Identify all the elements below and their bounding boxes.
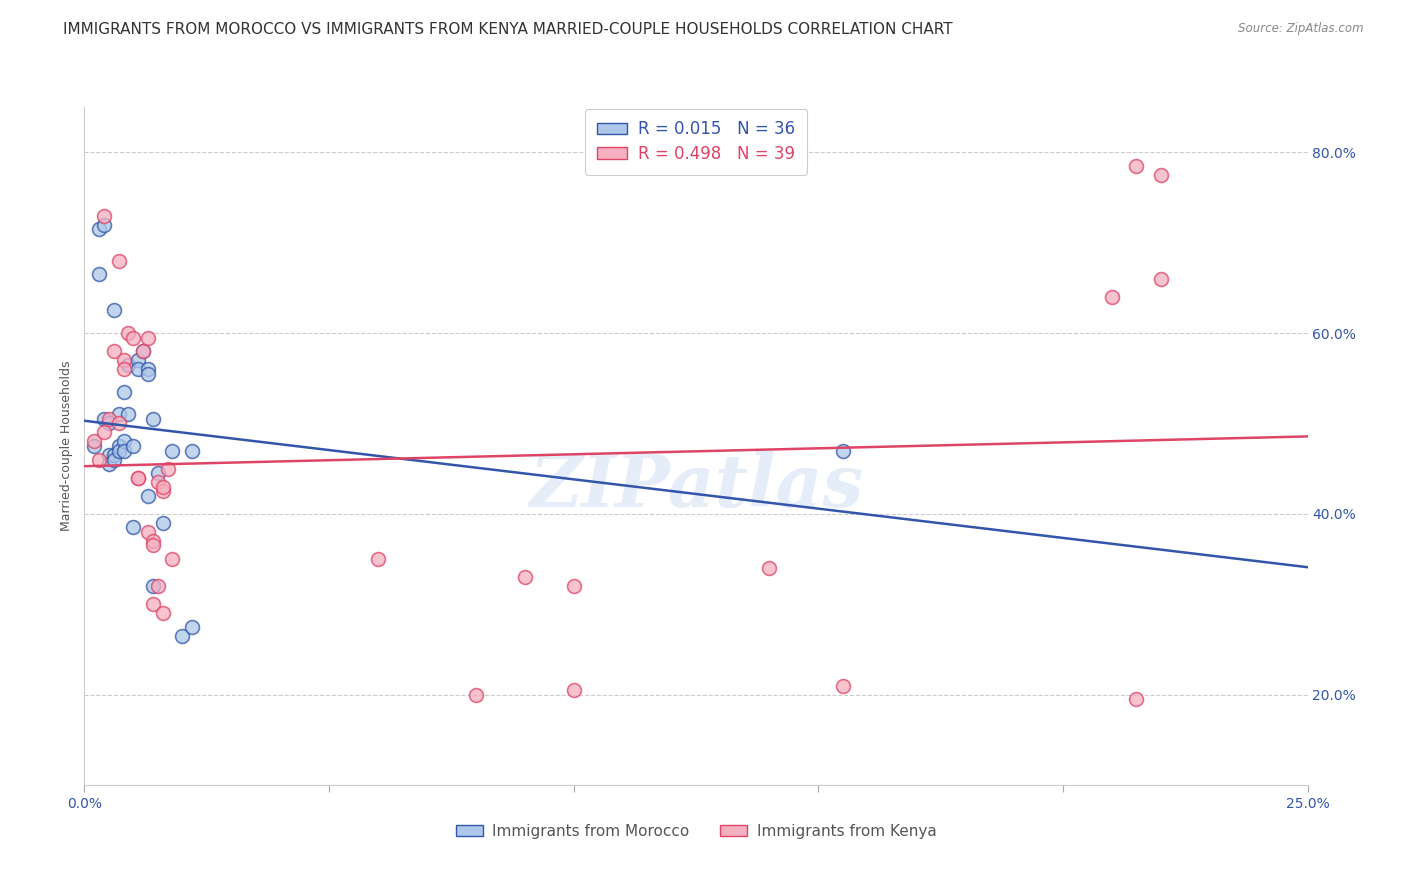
- Point: [93, 209, 115, 223]
- Point: [112, 384, 135, 399]
- Point: [103, 452, 125, 467]
- Point: [117, 326, 139, 340]
- Point: [513, 570, 536, 584]
- Point: [132, 344, 155, 359]
- Point: [152, 484, 174, 499]
- Point: [117, 358, 139, 372]
- Point: [127, 470, 149, 484]
- Point: [1150, 272, 1173, 286]
- Text: ZIPatlas: ZIPatlas: [529, 451, 863, 522]
- Point: [107, 253, 129, 268]
- Point: [103, 344, 125, 359]
- Point: [97, 417, 120, 431]
- Text: Source: ZipAtlas.com: Source: ZipAtlas.com: [1239, 22, 1364, 36]
- Point: [1125, 692, 1147, 706]
- Point: [181, 620, 204, 634]
- Point: [83, 439, 105, 453]
- Point: [142, 579, 165, 593]
- Point: [127, 353, 149, 368]
- Point: [136, 362, 159, 376]
- Point: [136, 489, 159, 503]
- Point: [107, 408, 129, 422]
- Point: [181, 443, 204, 458]
- Point: [136, 367, 159, 381]
- Point: [97, 457, 120, 471]
- Point: [152, 516, 174, 530]
- Point: [97, 448, 120, 462]
- Point: [562, 579, 585, 593]
- Point: [127, 470, 149, 484]
- Point: [87, 222, 110, 236]
- Point: [1125, 159, 1147, 173]
- Point: [107, 417, 129, 431]
- Point: [117, 408, 139, 422]
- Text: IMMIGRANTS FROM MOROCCO VS IMMIGRANTS FROM KENYA MARRIED-COUPLE HOUSEHOLDS CORRE: IMMIGRANTS FROM MOROCCO VS IMMIGRANTS FR…: [63, 22, 953, 37]
- Point: [146, 475, 169, 490]
- Point: [97, 412, 120, 426]
- Point: [142, 597, 165, 611]
- Point: [146, 579, 169, 593]
- Point: [93, 412, 115, 426]
- Legend: Immigrants from Morocco, Immigrants from Kenya: Immigrants from Morocco, Immigrants from…: [450, 818, 942, 845]
- Point: [758, 561, 780, 575]
- Point: [107, 443, 129, 458]
- Point: [367, 552, 389, 566]
- Point: [87, 267, 110, 281]
- Point: [142, 412, 165, 426]
- Point: [562, 683, 585, 698]
- Point: [122, 439, 145, 453]
- Point: [112, 353, 135, 368]
- Point: [112, 443, 135, 458]
- Point: [464, 688, 486, 702]
- Point: [162, 443, 184, 458]
- Point: [156, 461, 179, 475]
- Point: [142, 538, 165, 552]
- Point: [112, 434, 135, 449]
- Point: [103, 303, 125, 318]
- Point: [1101, 290, 1123, 304]
- Point: [152, 480, 174, 494]
- Point: [107, 439, 129, 453]
- Point: [103, 448, 125, 462]
- Point: [132, 344, 155, 359]
- Point: [83, 434, 105, 449]
- Point: [1150, 168, 1173, 182]
- Point: [172, 629, 194, 643]
- Point: [122, 330, 145, 344]
- Point: [831, 443, 853, 458]
- Point: [112, 362, 135, 376]
- Point: [93, 425, 115, 440]
- Point: [122, 520, 145, 534]
- Point: [142, 533, 165, 548]
- Point: [831, 679, 853, 693]
- Y-axis label: Married-couple Households: Married-couple Households: [60, 360, 73, 532]
- Point: [152, 606, 174, 620]
- Point: [136, 524, 159, 539]
- Point: [127, 362, 149, 376]
- Point: [87, 452, 110, 467]
- Point: [93, 218, 115, 232]
- Point: [146, 466, 169, 480]
- Point: [162, 552, 184, 566]
- Point: [136, 330, 159, 344]
